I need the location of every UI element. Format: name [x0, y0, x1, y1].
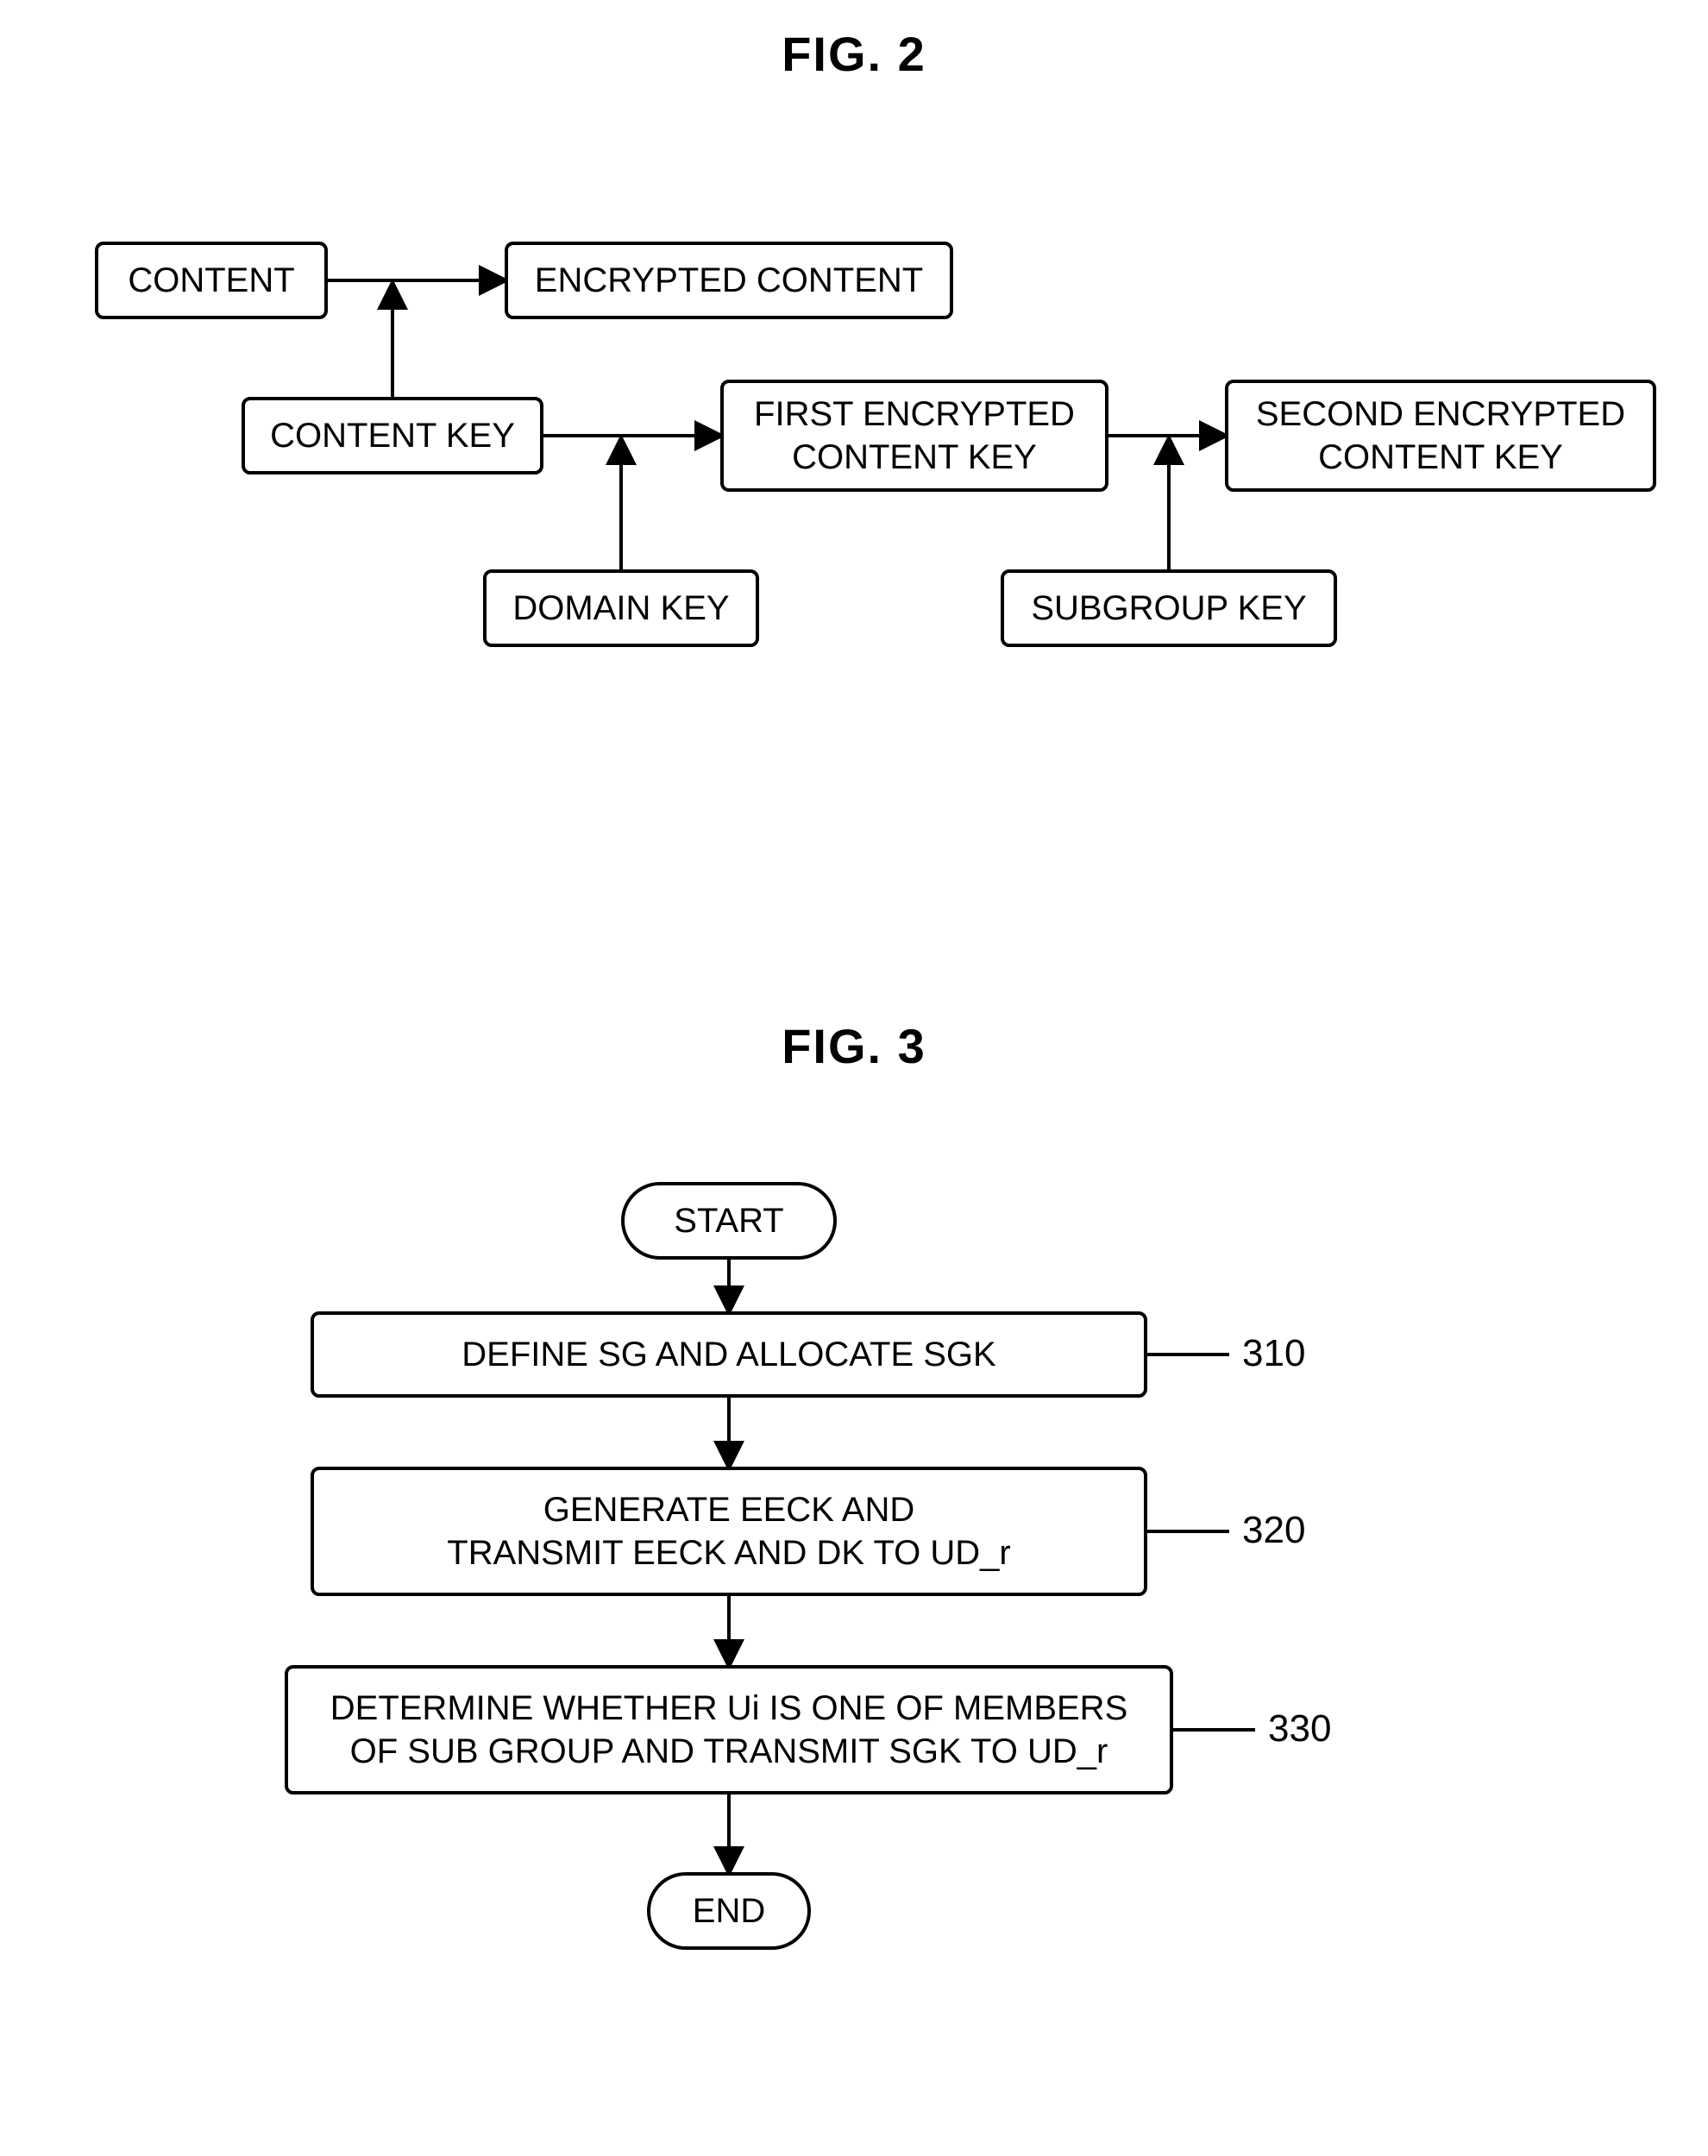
fig3-title-text: FIG. 3: [782, 1019, 926, 1073]
step-label-step310: 310: [1242, 1332, 1305, 1375]
fig3-title: FIG. 3: [0, 1018, 1708, 1074]
connector-layer: [0, 0, 1708, 2156]
box-text-first_encrypted_key: FIRST ENCRYPTED CONTENT KEY: [754, 393, 1075, 479]
terminator-text-start: START: [674, 1202, 783, 1241]
box-text-step330: DETERMINE WHETHER Ui IS ONE OF MEMBERS O…: [330, 1687, 1128, 1773]
box-domain_key: DOMAIN KEY: [483, 569, 759, 647]
terminator-start: START: [621, 1182, 837, 1260]
box-content: CONTENT: [95, 242, 328, 319]
terminator-end: END: [647, 1872, 811, 1950]
box-text-content_key: CONTENT KEY: [270, 414, 515, 457]
fig2-title-text: FIG. 2: [782, 27, 926, 81]
box-content_key: CONTENT KEY: [242, 397, 543, 475]
step-label-step330: 330: [1268, 1707, 1331, 1751]
box-text-domain_key: DOMAIN KEY: [512, 587, 729, 630]
box-encrypted_content: ENCRYPTED CONTENT: [505, 242, 953, 319]
terminator-text-end: END: [693, 1892, 765, 1931]
step-label-step320: 320: [1242, 1509, 1305, 1552]
box-subgroup_key: SUBGROUP KEY: [1001, 569, 1337, 647]
box-text-step310: DEFINE SG AND ALLOCATE SGK: [462, 1333, 995, 1376]
box-step310: DEFINE SG AND ALLOCATE SGK: [311, 1311, 1147, 1398]
box-text-second_encrypted_key: SECOND ENCRYPTED CONTENT KEY: [1256, 393, 1625, 479]
box-step320: GENERATE EECK AND TRANSMIT EECK AND DK T…: [311, 1467, 1147, 1596]
box-text-encrypted_content: ENCRYPTED CONTENT: [535, 259, 923, 302]
box-text-content: CONTENT: [128, 259, 294, 302]
box-text-subgroup_key: SUBGROUP KEY: [1031, 587, 1306, 630]
fig2-title: FIG. 2: [0, 26, 1708, 82]
box-first_encrypted_key: FIRST ENCRYPTED CONTENT KEY: [720, 380, 1108, 492]
box-step330: DETERMINE WHETHER Ui IS ONE OF MEMBERS O…: [285, 1665, 1173, 1795]
box-second_encrypted_key: SECOND ENCRYPTED CONTENT KEY: [1225, 380, 1656, 492]
box-text-step320: GENERATE EECK AND TRANSMIT EECK AND DK T…: [447, 1488, 1010, 1575]
